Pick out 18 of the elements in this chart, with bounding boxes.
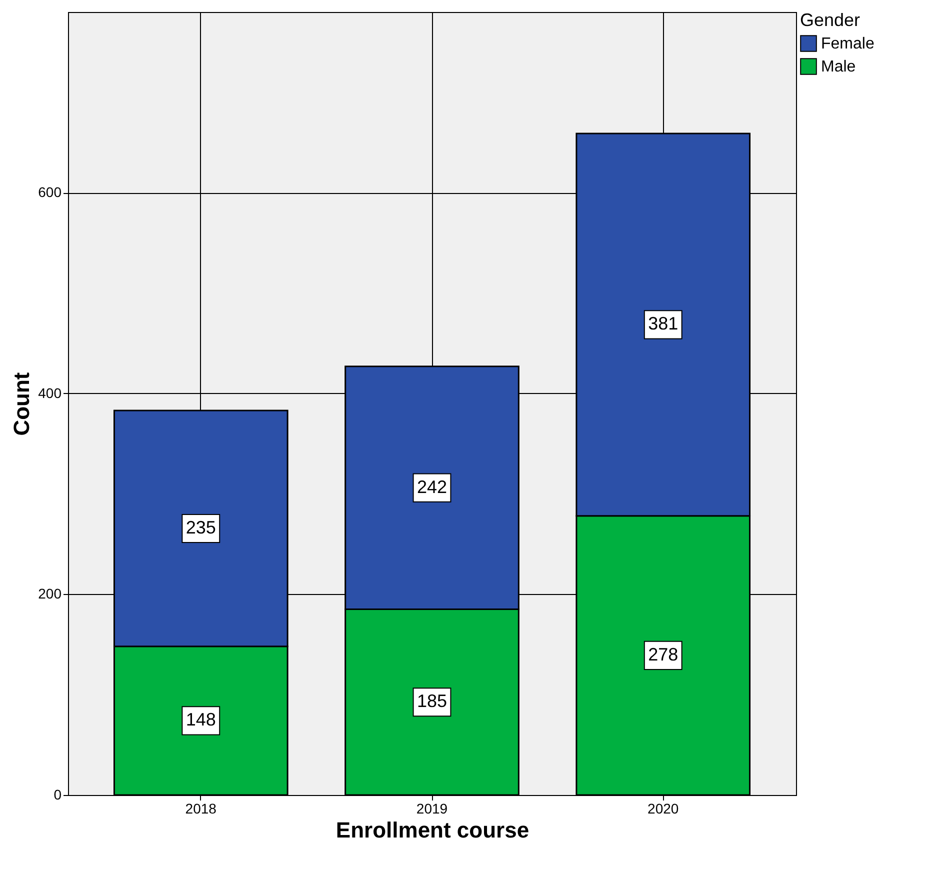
data-label: 242 <box>416 476 448 497</box>
y-tick-label: 400 <box>38 384 62 401</box>
x-tick-label: 2018 <box>185 800 217 816</box>
data-label: 278 <box>648 644 678 664</box>
x-axis-title: Enrollment course <box>336 818 530 842</box>
y-tick-label: 0 <box>54 786 62 802</box>
x-tick-label: 2020 <box>648 800 679 816</box>
legend-label: Female <box>821 36 874 52</box>
data-label: 381 <box>648 314 678 334</box>
y-axis-title: Count <box>9 372 34 436</box>
y-tick-label: 600 <box>38 184 62 200</box>
data-label: 148 <box>186 710 216 730</box>
data-label: 235 <box>186 517 216 538</box>
x-tick-label: 2019 <box>416 800 448 816</box>
y-tick-label: 200 <box>38 586 62 602</box>
legend-label: Male <box>821 58 856 76</box>
legend-title: Gender <box>800 10 860 30</box>
data-label: 185 <box>416 691 448 712</box>
